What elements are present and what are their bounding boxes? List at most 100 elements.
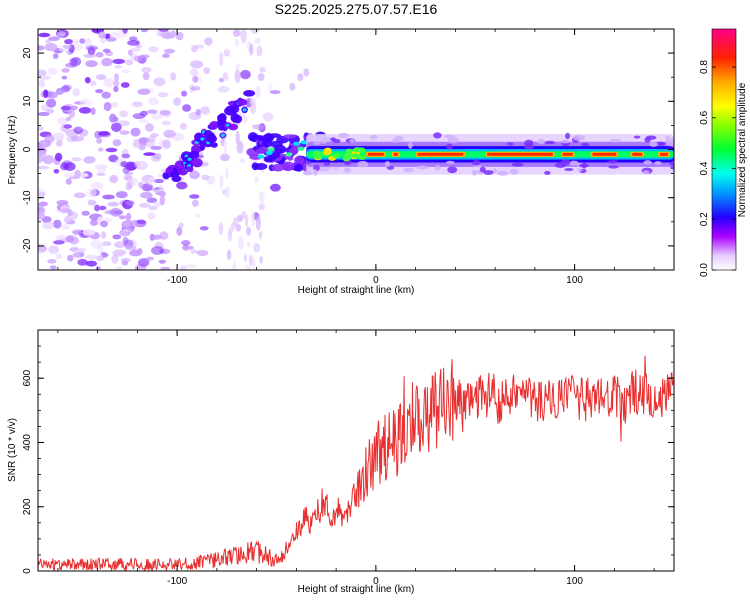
noise-blob <box>38 191 46 197</box>
noise-blob <box>173 97 182 106</box>
noise-blob <box>72 38 80 44</box>
noise-blob <box>60 105 71 111</box>
noise-blob <box>232 260 237 270</box>
noise-blob <box>38 150 47 157</box>
ridge-fringe <box>434 164 441 171</box>
snr-panel: -100 0 100 0 200 400 600 Height of straight li… <box>7 329 675 595</box>
noise-blob <box>90 239 102 249</box>
trace-blob <box>270 140 283 148</box>
y-tick-label: 600 <box>22 369 33 386</box>
noise-blob <box>232 29 241 37</box>
trace-blob <box>187 166 194 173</box>
ridge-peak <box>592 152 617 156</box>
ridge-fringe <box>643 160 652 165</box>
noise-blob <box>241 210 247 219</box>
ridge-core <box>345 148 354 154</box>
ridge-fringe <box>403 167 415 173</box>
noise-blob <box>195 109 201 116</box>
noise-blob <box>153 77 166 87</box>
noise-blob <box>176 226 183 236</box>
noise-blob <box>236 214 244 223</box>
noise-blob <box>129 36 138 41</box>
noise-blob <box>53 219 62 229</box>
noise-blob <box>160 30 173 39</box>
noise-blob <box>60 224 70 230</box>
noise-blob <box>138 181 144 189</box>
snr-line <box>38 355 674 571</box>
trace-core <box>242 108 247 112</box>
noise-blob <box>122 29 128 34</box>
snr-ticks: -100 0 100 0 200 400 600 <box>22 329 674 587</box>
noise-blob <box>101 57 113 67</box>
noise-blob <box>100 231 107 239</box>
noise-blob <box>109 113 117 123</box>
noise-blob <box>125 246 137 251</box>
noise-blob <box>86 188 97 198</box>
noise-blob <box>150 133 159 138</box>
trace-blob <box>233 114 243 124</box>
ridge-fringe <box>573 134 585 141</box>
ridge-fringe <box>511 162 524 167</box>
noise-blob <box>98 31 107 39</box>
noise-blob <box>190 60 204 69</box>
noise-blob <box>38 45 45 51</box>
noise-blob <box>162 139 172 149</box>
ridge-fringe <box>446 143 453 150</box>
ridge-core <box>332 153 341 159</box>
trace-blob <box>228 123 239 131</box>
noise-blob <box>85 260 98 267</box>
ridge-fringe <box>313 141 321 145</box>
y-tick-label: -10 <box>22 190 33 205</box>
trace-blob <box>236 98 248 106</box>
ridge-fringe <box>544 170 551 175</box>
ridge-fringe <box>408 141 413 149</box>
noise-blob <box>235 38 239 47</box>
ridge-fringe <box>568 160 579 166</box>
ridge-fringe <box>349 139 355 143</box>
noise-blob <box>61 75 68 80</box>
noise-blob <box>139 162 147 169</box>
noise-blob <box>38 212 46 220</box>
noise-blob <box>114 73 119 82</box>
noise-blob <box>40 104 49 112</box>
ridge-fringe <box>479 166 486 173</box>
ridge-fringe <box>386 165 395 170</box>
noise-blob <box>126 212 132 222</box>
noise-blob <box>96 137 103 144</box>
noise-blob <box>146 177 156 186</box>
noise-blob <box>151 113 163 120</box>
noise-blob <box>190 86 201 91</box>
noise-blob <box>102 241 112 247</box>
x-tick-label: -100 <box>167 576 187 587</box>
noise-blob <box>171 132 185 142</box>
ridge-fringe <box>330 137 336 142</box>
noise-blob <box>48 245 59 255</box>
noise-blob <box>49 265 57 270</box>
noise-blob <box>55 87 64 95</box>
noise-blob <box>100 220 108 228</box>
noise-blob <box>244 264 251 270</box>
noise-blob <box>131 101 143 108</box>
noise-blob <box>53 240 65 245</box>
noise-blob <box>72 230 83 235</box>
ridge-fringe <box>544 140 555 145</box>
noise-blob <box>83 53 97 59</box>
trace-blob <box>255 148 266 154</box>
noise-blob <box>73 192 86 199</box>
noise-blob <box>105 147 118 153</box>
noise-blob <box>38 32 51 38</box>
noise-blob <box>38 165 50 170</box>
snr-x-label: Height of straight line (km) <box>298 584 415 595</box>
ridge-fringe <box>302 170 313 176</box>
noise-blob <box>178 222 184 229</box>
ridge-fringe <box>416 165 428 170</box>
noise-blob <box>132 139 140 148</box>
noise-blob <box>138 258 150 267</box>
ridge-fringe <box>607 160 619 164</box>
noise-blob <box>159 195 166 206</box>
trace-blob <box>281 161 295 172</box>
ridge-fringe <box>433 132 442 139</box>
noise-blob <box>83 156 96 164</box>
trace-blob <box>243 90 256 97</box>
